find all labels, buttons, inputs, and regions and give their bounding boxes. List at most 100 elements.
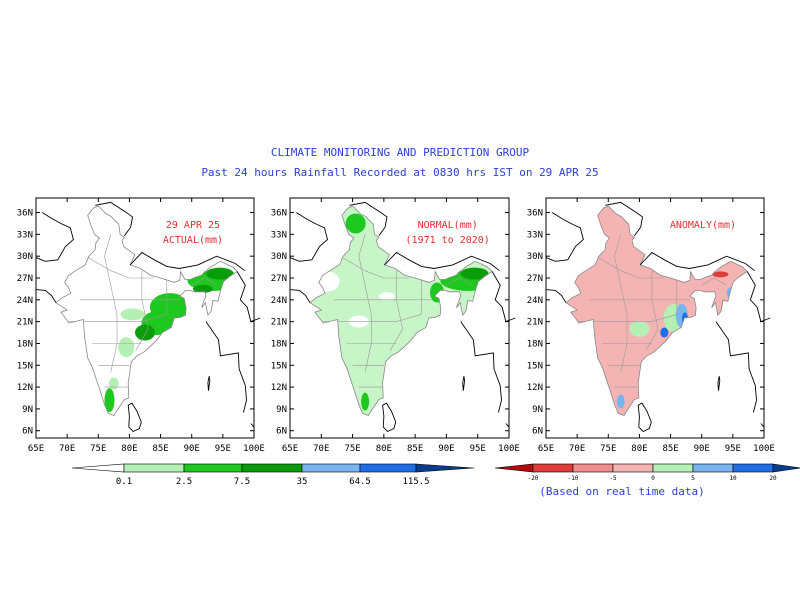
state-boundary xyxy=(645,270,659,351)
legend-swatch xyxy=(732,463,774,473)
lat-tick-label: 18N xyxy=(17,339,33,349)
legend-swatch xyxy=(359,463,417,473)
rain-kerala xyxy=(104,388,115,413)
state-boundary xyxy=(446,277,472,286)
panel-label-line2: ACTUAL(mm) xyxy=(163,235,223,246)
normal-jk xyxy=(345,213,366,234)
state-boundary xyxy=(135,270,149,351)
panel-label-line1: NORMAL(mm) xyxy=(418,220,478,231)
lat-tick-label: 30N xyxy=(271,252,287,262)
lon-tick-label: 75E xyxy=(90,444,106,454)
lon-tick-label: 100E xyxy=(243,444,265,454)
rain-meghalaya xyxy=(192,284,213,293)
legend-swatch xyxy=(612,463,654,473)
lat-tick-label: 27N xyxy=(17,274,33,284)
country-border xyxy=(605,201,643,237)
lon-tick-label: 65E xyxy=(282,444,298,454)
legend-swatch xyxy=(772,463,800,473)
normal-kerala xyxy=(361,392,370,411)
lat-tick-label: 6N xyxy=(22,427,33,437)
lon-tick-label: 90E xyxy=(694,444,710,454)
legend-swatch xyxy=(494,463,534,473)
lon-tick-label: 100E xyxy=(498,444,520,454)
lat-tick-label: 12N xyxy=(17,383,33,393)
panel-frame xyxy=(35,197,255,439)
sri-lanka-outline xyxy=(637,402,652,433)
lon-tick-label: 80E xyxy=(121,444,137,454)
lat-tick-label: 36N xyxy=(527,209,543,219)
country-border xyxy=(760,423,765,428)
anomaly-tick-label: 5 xyxy=(691,475,695,482)
panel-frame xyxy=(545,197,765,439)
anom-kerala-blue xyxy=(616,394,625,409)
state-boundary xyxy=(191,277,217,286)
country-border xyxy=(505,423,510,428)
lon-tick-label: 70E xyxy=(313,444,329,454)
panel-label-line2: (1971 to 2020) xyxy=(406,235,490,246)
panel-label-line1: ANOMALY(mm) xyxy=(670,220,736,231)
legend-swatch xyxy=(183,463,243,473)
lat-tick-label: 15N xyxy=(17,361,33,371)
rain-karnataka xyxy=(108,377,119,390)
lon-tick-label: 95E xyxy=(215,444,231,454)
lat-tick-label: 18N xyxy=(271,339,287,349)
legend-tick-label: 115.5 xyxy=(402,477,429,487)
lat-tick-label: 30N xyxy=(17,252,33,262)
state-boundary xyxy=(358,234,372,373)
lat-tick-label: 6N xyxy=(532,427,543,437)
lat-tick-label: 24N xyxy=(271,296,287,306)
chart-title: CLIMATE MONITORING AND PREDICTION GROUP xyxy=(270,146,530,159)
lat-tick-label: 18N xyxy=(527,339,543,349)
anomaly-tick-label: 10 xyxy=(729,475,737,482)
anom-ne-red xyxy=(712,271,729,278)
country-border xyxy=(384,251,500,272)
legend-swatch xyxy=(241,463,303,473)
country-border xyxy=(715,321,757,413)
lat-tick-label: 12N xyxy=(527,383,543,393)
legend-swatch xyxy=(692,463,734,473)
lat-tick-label: 24N xyxy=(527,296,543,306)
legend-swatch xyxy=(572,463,614,473)
rain-telangana xyxy=(118,337,135,358)
legend-tick-label: 64.5 xyxy=(349,477,371,487)
lon-tick-label: 65E xyxy=(28,444,44,454)
rain-central xyxy=(120,308,145,321)
lon-tick-label: 85E xyxy=(407,444,423,454)
country-border xyxy=(349,201,388,237)
country-border xyxy=(460,321,502,413)
lon-tick-label: 70E xyxy=(569,444,585,454)
map-panel-3: 36N 33N 30N 27N 24N 21N 18N 15N 12N 9N 6N 65E 70E 75E… xyxy=(527,197,775,454)
lat-tick-label: 15N xyxy=(527,361,543,371)
lat-tick-label: 21N xyxy=(271,318,287,328)
lat-tick-label: 9N xyxy=(276,405,287,415)
anom-east-deep xyxy=(681,312,688,327)
india-fill xyxy=(55,206,238,416)
lon-tick-label: 100E xyxy=(753,444,775,454)
lon-tick-label: 90E xyxy=(438,444,454,454)
legend-swatch xyxy=(71,463,125,473)
country-border xyxy=(639,251,755,272)
legend-tick-label: 35 xyxy=(297,477,308,487)
india-fill xyxy=(310,206,493,416)
lat-tick-label: 36N xyxy=(271,209,287,219)
normal-ne-dark xyxy=(460,267,489,280)
normal-mp-dry xyxy=(378,292,395,301)
lat-tick-label: 27N xyxy=(527,274,543,284)
lon-tick-label: 80E xyxy=(631,444,647,454)
legend-swatch xyxy=(123,463,185,473)
rainfall-legend: 0.1 2.5 7.5 35 64.5 115.5 xyxy=(71,463,475,487)
legend-swatch xyxy=(532,463,574,473)
anom-odisha-deep xyxy=(660,327,669,338)
andaman-outline xyxy=(462,376,466,391)
lon-tick-label: 65E xyxy=(538,444,554,454)
rain-odisha-dark xyxy=(135,324,155,341)
map-panel-1: 36N 33N 30N 27N 24N 21N 18N 15N 12N 9N 6N 65E 70E 75E… xyxy=(17,197,265,454)
rain-ne-dark xyxy=(205,267,234,280)
india-outline xyxy=(55,205,238,416)
lon-tick-label: 75E xyxy=(600,444,616,454)
country-border xyxy=(205,321,247,413)
anomaly-note: (Based on real time data) xyxy=(539,485,705,498)
lon-tick-label: 85E xyxy=(152,444,168,454)
lat-tick-label: 24N xyxy=(17,296,33,306)
